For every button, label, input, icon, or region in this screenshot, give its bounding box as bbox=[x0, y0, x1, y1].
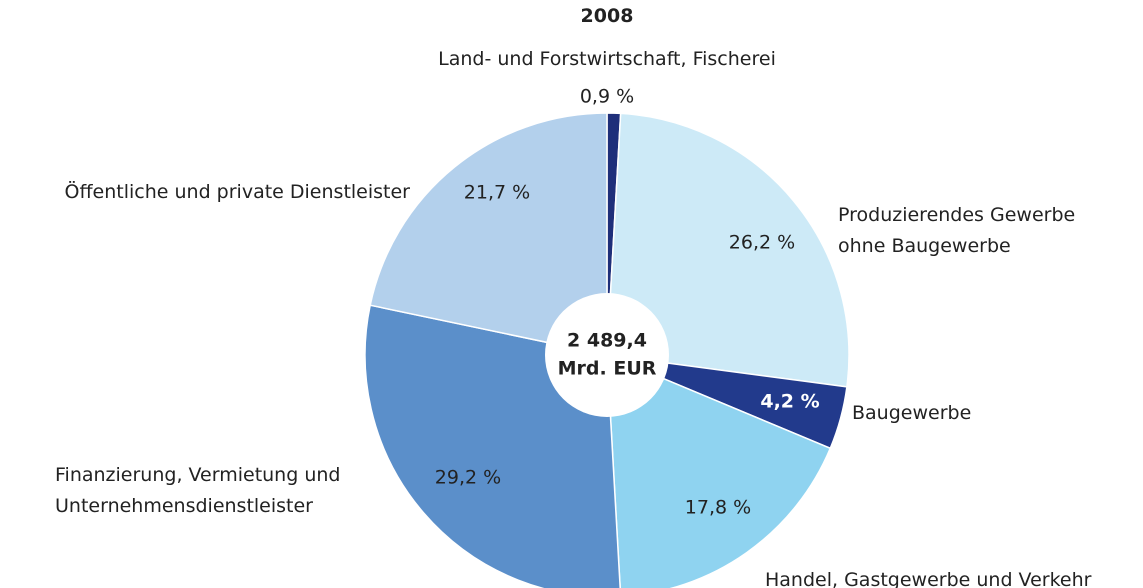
category-label: Baugewerbe bbox=[852, 402, 972, 424]
category-label: Land- und Forstwirtschaft, Fischerei bbox=[438, 48, 776, 70]
chart-title: 2008 bbox=[580, 5, 634, 27]
pie-slice bbox=[606, 353, 832, 588]
category-label: Finanzierung, Vermietung und Unternehmen… bbox=[55, 464, 341, 517]
pie-slice bbox=[606, 112, 850, 388]
value-label: 0,9 % bbox=[580, 86, 634, 108]
center-label: Mrd. EUR bbox=[558, 358, 657, 380]
category-label: Öffentliche und private Dienstleister bbox=[64, 181, 411, 203]
center-hole bbox=[545, 293, 669, 417]
value-label: 17,8 % bbox=[685, 497, 751, 519]
value-label: 29,2 % bbox=[435, 467, 501, 489]
category-label: Produzierendes Gewerbe ohne Baugewerbe bbox=[838, 204, 1076, 257]
category-label: Handel, Gastgewerbe und Verkehr bbox=[765, 569, 1092, 588]
value-label: 4,2 % bbox=[760, 391, 819, 413]
pie-slice bbox=[369, 112, 608, 356]
center-label: 2 489,4 bbox=[567, 330, 647, 352]
value-label: 21,7 % bbox=[464, 182, 530, 204]
value-label: 26,2 % bbox=[729, 232, 795, 254]
